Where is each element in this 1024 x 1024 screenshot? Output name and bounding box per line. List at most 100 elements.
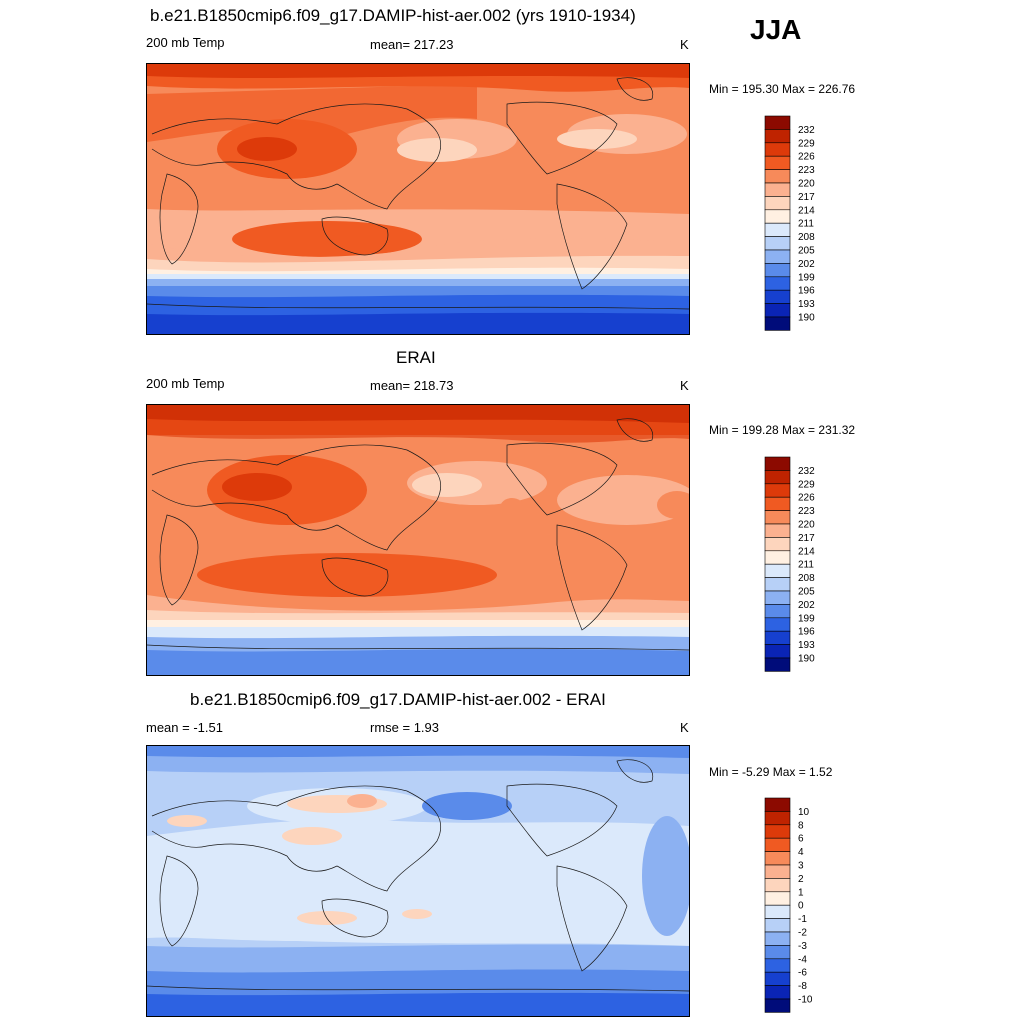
panel2-units: K [680,378,689,393]
colorbar-tick-label: 3 [798,861,804,872]
colorbar-swatch [764,918,791,933]
colorbar-swatch [764,563,791,578]
colorbar-tick-label: -3 [798,941,807,952]
colorbar-tick-label: 211 [798,219,814,230]
colorbar-tick-label: 205 [798,246,815,257]
colorbar-tick-label: 199 [798,272,815,283]
colorbar-tick-label: 1 [798,887,804,898]
panel2-mean-label: mean= 218.73 [370,378,454,393]
colorbar-swatch [764,236,791,251]
panel3-map [146,745,690,1017]
colorbar-swatch [764,263,791,278]
colorbar-swatch [764,249,791,264]
colorbar-swatch [764,303,791,318]
colorbar-swatch [764,169,791,184]
colorbar-tick-label: 193 [798,299,815,310]
panel3-minmax: Min = -5.29 Max = 1.52 [709,765,833,779]
colorbar-swatch [764,904,791,919]
panel2-minmax: Min = 199.28 Max = 231.32 [709,423,856,437]
colorbar-swatch [764,209,791,224]
colorbar-swatch [764,142,791,157]
panel3-rmse-label: rmse = 1.93 [370,720,440,735]
colorbar-tick-label: 220 [798,179,815,190]
colorbar-tick-label: 226 [798,493,815,504]
panel3-title: b.e21.B1850cmip6.f09_g17.DAMIP-hist-aer.… [190,690,606,709]
colorbar-tick-label: 0 [798,901,804,912]
colorbar-tick-label: -6 [798,968,807,979]
colorbar-swatch [764,115,791,130]
panel2-map [146,404,690,676]
panel3-mean-label: mean = -1.51 [146,720,223,735]
colorbar-swatch [764,657,791,672]
colorbar-tick-label: 205 [798,587,815,598]
colorbar-swatch [764,971,791,986]
colorbar-swatch [764,891,791,906]
colorbar-swatch [764,276,791,291]
panel1-map [146,63,690,335]
colorbar-swatch [764,577,791,592]
colorbar-tick-label: 220 [798,520,815,531]
colorbar-swatch [764,456,791,471]
panel1-title: b.e21.B1850cmip6.f09_g17.DAMIP-hist-aer.… [150,6,636,25]
colorbar-swatch [764,129,791,144]
colorbar-tick-label: 211 [798,560,814,571]
colorbar-swatch [764,945,791,960]
colorbar-tick-label: 202 [798,259,815,270]
panel3-colorbar: 10 8 6 4 3 2 1 0 -1 -2 -3 -4 -6 -8 -10 [764,797,855,1013]
colorbar-tick-label: 214 [798,205,815,216]
colorbar-swatch [764,510,791,525]
colorbar-swatch [764,496,791,511]
colorbar-tick-label: 217 [798,533,815,544]
colorbar-tick-label: 208 [798,573,815,584]
colorbar-tick-label: 232 [798,125,815,136]
colorbar-tick-label: 217 [798,192,815,203]
panel2-left-label: 200 mb Temp [146,376,225,391]
colorbar-swatch [764,864,791,879]
panel1-left-label: 200 mb Temp [146,35,225,50]
colorbar-tick-label: 214 [798,546,815,557]
colorbar-swatch [764,824,791,839]
colorbar-tick-label: 202 [798,600,815,611]
panel2-colorbar: 232 229 226 223 220 217 214 211 208 205 202 199 196 1… [764,456,855,672]
colorbar-tick-label: 8 [798,820,804,831]
colorbar-swatch [764,931,791,946]
colorbar-swatch [764,483,791,498]
colorbar-tick-label: 4 [798,847,804,858]
colorbar-tick-label: 232 [798,466,815,477]
colorbar-tick-label: 2 [798,874,804,885]
colorbar-swatch [764,590,791,605]
colorbar-tick-label: 199 [798,613,815,624]
colorbar-tick-label: 226 [798,152,815,163]
colorbar-tick-label: -10 [798,995,813,1006]
season-label: JJA [750,14,802,45]
colorbar-tick-label: -8 [798,981,807,992]
colorbar-swatch [764,155,791,170]
panel1-units: K [680,37,689,52]
colorbar-swatch [764,811,791,826]
colorbar-tick-label: -1 [798,914,807,925]
colorbar-swatch [764,523,791,538]
colorbar-swatch [764,878,791,893]
colorbar-swatch [764,550,791,565]
colorbar-swatch [764,630,791,645]
panel3-units: K [680,720,689,735]
colorbar-swatch [764,998,791,1013]
colorbar-tick-label: 190 [798,654,815,665]
colorbar-tick-label: 6 [798,834,804,845]
panel1-mean-label: mean= 217.23 [370,37,454,52]
colorbar-swatch [764,470,791,485]
colorbar-tick-label: 223 [798,506,815,517]
colorbar-tick-label: 208 [798,232,815,243]
colorbar-swatch [764,316,791,331]
colorbar-swatch [764,644,791,659]
panel1-minmax: Min = 195.30 Max = 226.76 [709,82,856,96]
colorbar-swatch [764,958,791,973]
colorbar-swatch [764,851,791,866]
panel2-title: ERAI [396,348,436,367]
colorbar-swatch [764,837,791,852]
colorbar-swatch [764,222,791,237]
colorbar-tick-label: 196 [798,627,815,638]
colorbar-tick-label: 190 [798,313,815,324]
colorbar-swatch [764,985,791,1000]
colorbar-tick-label: -2 [798,928,807,939]
